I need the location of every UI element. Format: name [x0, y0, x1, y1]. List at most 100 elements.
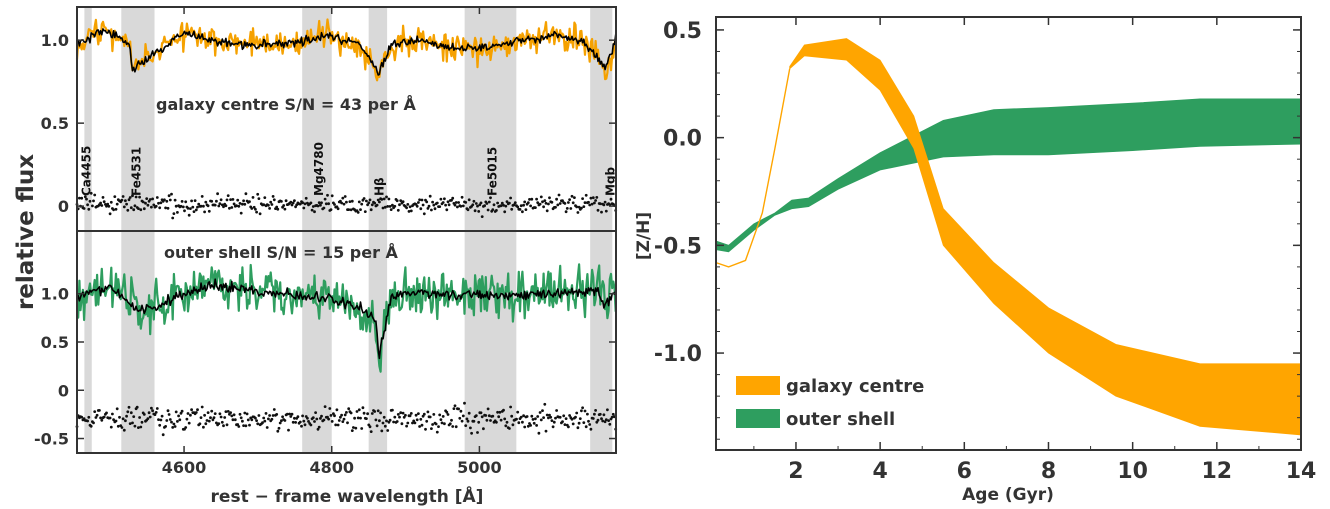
- bottom-residual-point: [395, 420, 399, 423]
- top-residual-point: [426, 207, 430, 210]
- bottom-residual-point: [586, 412, 589, 416]
- top-residual-point: [568, 198, 571, 202]
- bottom-residual-point: [575, 411, 579, 415]
- top-residual-point: [547, 202, 550, 206]
- bottom-y-axis: -0.5 0 0.5 1.0: [34, 285, 616, 449]
- top-residual-point: [483, 204, 486, 208]
- top-residual-point: [219, 198, 223, 202]
- bottom-residual-point: [409, 412, 413, 415]
- top-residual-point: [406, 203, 410, 206]
- top-residual-point: [78, 196, 81, 200]
- top-residual-point: [146, 203, 150, 207]
- top-residual-point: [309, 201, 313, 205]
- age-tick-label: 12: [1202, 459, 1233, 484]
- bottom-residual-point: [229, 411, 233, 414]
- top-residual-point: [257, 197, 261, 201]
- bottom-residual-point: [467, 411, 471, 415]
- bottom-residual-point: [487, 414, 491, 418]
- bottom-residual-point: [477, 420, 481, 424]
- top-residual-point: [151, 197, 155, 201]
- top-residual-point: [165, 199, 169, 203]
- top-series: [75, 18, 618, 220]
- bottom-residual-point: [521, 420, 524, 424]
- top-residual-point: [595, 196, 599, 199]
- bottom-residual-point: [470, 431, 473, 435]
- bottom-residual-point: [184, 426, 188, 429]
- top-residual-point: [231, 198, 235, 201]
- top-residual-point: [303, 202, 307, 206]
- top-residual-point: [330, 194, 334, 198]
- bottom-residual-point: [142, 413, 146, 416]
- top-residual-point: [336, 207, 340, 211]
- bottom-residual-point: [340, 413, 343, 417]
- top-residual-point: [251, 196, 255, 199]
- bottom-residual-point: [418, 425, 421, 428]
- top-residual-point: [282, 204, 286, 207]
- bottom-residual-point: [603, 420, 607, 424]
- top-residual-point: [320, 201, 323, 205]
- bottom-residual-point: [147, 411, 151, 415]
- bottom-residual-point: [255, 419, 258, 422]
- top-residual-point: [242, 199, 246, 203]
- bottom-residual-point: [265, 426, 269, 429]
- top-residual-point: [126, 208, 130, 212]
- bottom-residual-point: [392, 420, 395, 424]
- top-residual-point: [172, 212, 176, 216]
- metallicity-tick-label: -1.0: [654, 342, 702, 367]
- bottom-residual-point: [432, 413, 436, 416]
- bottom-residual-point: [472, 419, 476, 423]
- bottom-residual-point: [482, 427, 485, 431]
- top-residual-point: [91, 204, 94, 208]
- bottom-residual-point: [94, 416, 98, 419]
- bottom-residual-point: [92, 421, 95, 425]
- top-residual-point: [329, 208, 333, 212]
- bottom-residual-point: [339, 415, 342, 419]
- top-residual-point: [519, 204, 523, 208]
- bottom-residual-point: [539, 418, 543, 422]
- bottom-residual-point: [210, 409, 214, 413]
- top-residual-point: [289, 200, 293, 204]
- top-residual-point: [509, 196, 512, 200]
- bottom-residual-point: [583, 409, 587, 413]
- top-residual-point: [398, 203, 401, 207]
- bottom-residual-point: [450, 418, 453, 422]
- top-residual-point: [558, 202, 562, 205]
- bottom-residual-point: [382, 415, 386, 419]
- top-residual-point: [215, 199, 218, 203]
- bottom-residual-point: [271, 414, 275, 417]
- top-residual-point: [258, 212, 262, 216]
- top-residual-point: [457, 201, 460, 204]
- bottom-residual-point: [98, 409, 101, 412]
- bottom-residual-point: [413, 421, 417, 425]
- top-residual-point: [107, 204, 111, 208]
- bottom-residual-point: [329, 414, 333, 417]
- index-label-Fe5015: Fe5015: [486, 147, 500, 196]
- bottom-residual-point: [567, 425, 570, 429]
- age-tick-label: 4: [872, 459, 887, 484]
- top-residual-point: [471, 203, 475, 207]
- top-residual-point: [581, 197, 584, 201]
- bottom-residual-point: [302, 419, 306, 423]
- top-residual-point: [541, 200, 544, 204]
- top-residual-point: [496, 201, 499, 205]
- top-residual-point: [485, 202, 489, 205]
- bottom-residual-point: [604, 418, 608, 421]
- bottom-residual-point: [376, 409, 380, 413]
- bottom-residual-point: [148, 415, 152, 419]
- top-residual-point: [210, 199, 214, 203]
- bottom-residual-point: [190, 408, 194, 412]
- bottom-residual-point: [224, 410, 228, 413]
- legend-swatch-outer-shell: [736, 409, 780, 428]
- bottom-residual-point: [205, 419, 209, 422]
- bottom-residual-point: [489, 419, 492, 422]
- top-residual-point: [409, 209, 413, 213]
- bottom-residual-point: [356, 416, 360, 420]
- top-residual-point: [283, 207, 287, 211]
- bottom-residual-point: [368, 425, 372, 429]
- top-residual-point: [588, 203, 592, 207]
- top-residual-point: [439, 197, 443, 201]
- bottom-residual-point: [111, 412, 114, 416]
- top-residual-point: [608, 203, 612, 207]
- bottom-residual-point: [173, 425, 177, 428]
- top-band-3: [368, 7, 388, 231]
